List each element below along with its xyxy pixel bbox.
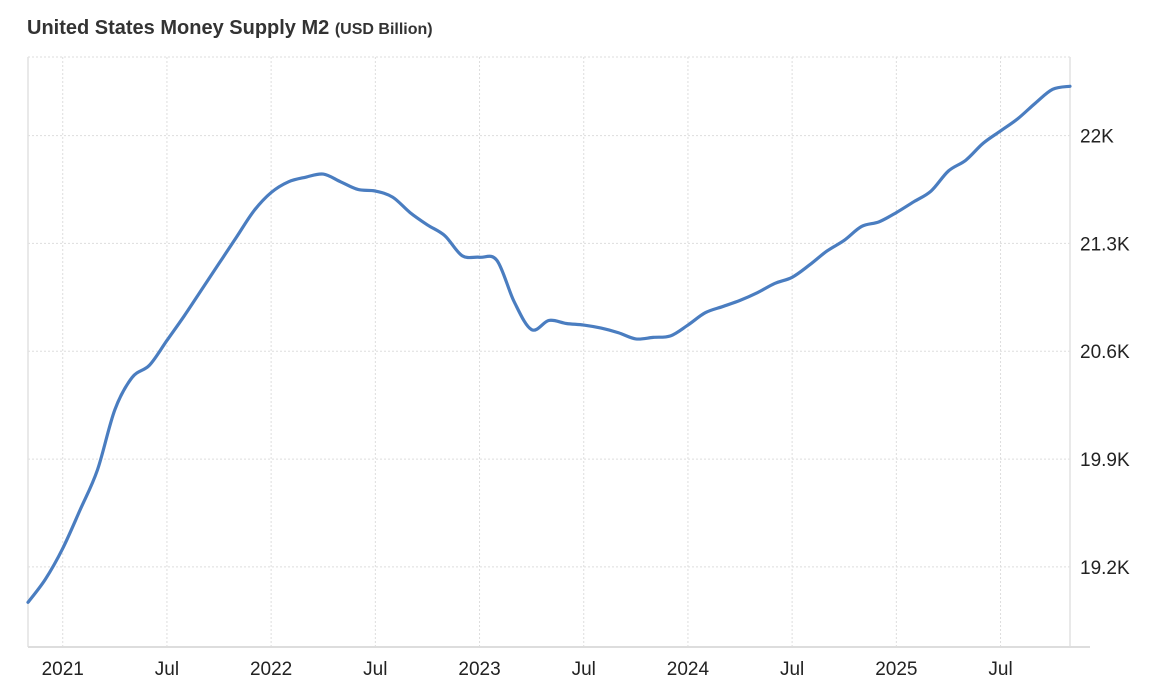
x-tick-label: Jul xyxy=(780,659,804,680)
x-tick-label: 2024 xyxy=(667,659,710,680)
x-tick-label: Jul xyxy=(988,659,1012,680)
y-tick-label: 19.9K xyxy=(1080,450,1130,471)
title-text: United States Money Supply M2 xyxy=(27,17,330,39)
x-tick-label: 2022 xyxy=(250,659,292,680)
y-tick-label: 21.3K xyxy=(1080,234,1130,255)
x-tick-label: Jul xyxy=(155,659,179,680)
x-tick-label: Jul xyxy=(363,659,387,680)
series-line xyxy=(26,84,1072,604)
y-tick-label: 19.2K xyxy=(1080,558,1130,579)
x-tick-label: 2025 xyxy=(875,659,917,680)
x-tick-label: Jul xyxy=(572,659,596,680)
x-tick-label: 2021 xyxy=(42,659,84,680)
y-tick-label: 20.6K xyxy=(1080,342,1130,363)
chart-title: United States Money Supply M2 (USD Billi… xyxy=(27,17,433,40)
x-tick-label: 2023 xyxy=(458,659,500,680)
title-unit: (USD Billion) xyxy=(334,21,433,38)
y-tick-label: 22K xyxy=(1080,127,1114,148)
